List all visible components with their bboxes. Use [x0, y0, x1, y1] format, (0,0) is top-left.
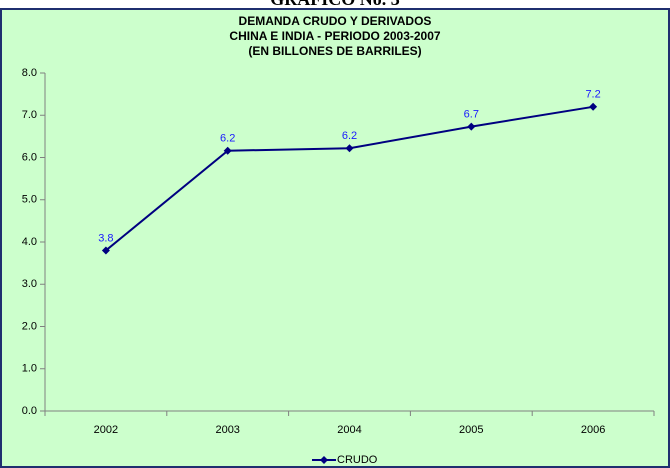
- y-tick-label: 6.0: [22, 151, 37, 163]
- data-point: [101, 246, 110, 255]
- y-tick-label: 5.0: [22, 194, 37, 206]
- x-tick-label: 2006: [581, 424, 605, 436]
- x-tick-label: 2005: [459, 424, 483, 436]
- legend-marker: [320, 456, 328, 464]
- data-point: [345, 144, 354, 153]
- y-tick-label: 2.0: [22, 320, 37, 332]
- data-label: 6.7: [464, 109, 479, 121]
- y-tick-label: 1.0: [22, 363, 37, 375]
- x-tick-label: 2004: [337, 424, 361, 436]
- title-line: CHINA E INDIA - PERIODO 2003-2007: [229, 29, 440, 43]
- data-label: 6.2: [342, 130, 357, 142]
- chart-frame: [0, 8, 670, 468]
- data-label: 6.2: [220, 133, 235, 145]
- y-tick-label: 0.0: [22, 405, 37, 417]
- page-header: GRAFICO No. 3: [270, 0, 400, 9]
- y-tick-label: 3.0: [22, 278, 37, 290]
- data-label: 7.2: [585, 89, 600, 101]
- data-point: [467, 122, 476, 131]
- y-tick-label: 7.0: [22, 109, 37, 121]
- title-line: DEMANDA CRUDO Y DERIVADOS: [239, 14, 432, 28]
- y-tick-label: 4.0: [22, 236, 37, 248]
- data-point: [589, 102, 598, 111]
- title-line: (EN BILLONES DE BARRILES): [248, 44, 421, 58]
- data-point: [223, 146, 232, 155]
- y-tick-label: 8.0: [22, 67, 37, 79]
- x-tick-label: 2003: [215, 424, 239, 436]
- data-label: 3.8: [98, 232, 113, 244]
- legend-label: CRUDO: [337, 454, 378, 466]
- x-tick-label: 2002: [94, 424, 118, 436]
